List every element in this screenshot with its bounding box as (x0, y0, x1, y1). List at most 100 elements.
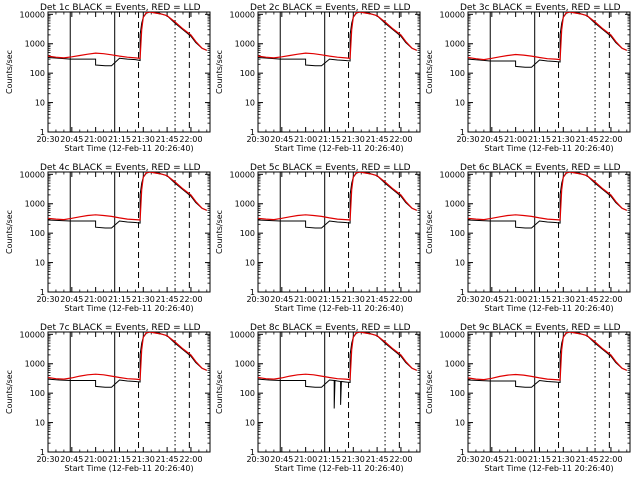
plot-frame (47, 11, 211, 133)
series-lld-line (48, 12, 208, 59)
y-tick-label: 1000 (235, 40, 255, 49)
x-tick-label: 21:45 (366, 135, 389, 144)
panel-title: Det 4c BLACK = Events, RED = LLD (40, 163, 201, 173)
detector-panel-2: Det 2c BLACK = Events, RED = LLD 1 10 100 10… (215, 3, 421, 153)
x-tick-label: 22:00 (389, 455, 412, 464)
x-tick-label: 20:30 (456, 135, 479, 144)
x-tick-label: 20:45 (60, 135, 83, 144)
y-tick-label: 100 (450, 69, 465, 78)
y-tick-label: 1 (460, 288, 465, 297)
series-events-line (468, 172, 627, 229)
panel-title: Det 5c BLACK = Events, RED = LLD (250, 163, 411, 173)
y-tick-label: 10 (35, 99, 45, 108)
series-events-line (468, 332, 627, 388)
y-tick-label: 1 (40, 448, 45, 457)
y-tick-label: 10000 (440, 10, 465, 19)
x-axis-label: Start Time (12-Feb-11 20:26:40) (484, 304, 613, 313)
series-events-line (258, 172, 417, 229)
x-tick-label: 22:00 (179, 455, 202, 464)
x-tick-label: 21:00 (84, 455, 107, 464)
y-tick-label: 10000 (440, 330, 465, 339)
x-tick-label: 20:45 (60, 455, 83, 464)
y-tick-label: 100 (240, 229, 255, 238)
series-lld-line (468, 332, 628, 381)
y-tick-label: 10000 (20, 10, 45, 19)
series-events-line (48, 332, 207, 388)
y-tick-label: 1000 (445, 200, 465, 209)
x-tick-label: 20:45 (60, 295, 83, 304)
y-tick-label: 1 (250, 288, 255, 297)
x-tick-label: 20:30 (456, 295, 479, 304)
x-tick-label: 21:30 (552, 135, 575, 144)
x-tick-label: 21:45 (156, 295, 179, 304)
x-tick-label: 21:45 (366, 295, 389, 304)
series-lld-line (468, 172, 628, 221)
panel-title: Det 8c BLACK = Events, RED = LLD (250, 323, 411, 333)
plot-frame (467, 331, 631, 453)
y-tick-label: 100 (30, 229, 45, 238)
plot-frame (257, 11, 421, 133)
series-lld-line (258, 12, 418, 59)
x-tick-label: 21:30 (342, 295, 365, 304)
series-lld-line (258, 332, 418, 381)
x-tick-label: 20:45 (270, 455, 293, 464)
series-lld-line (258, 172, 418, 221)
y-tick-label: 100 (240, 389, 255, 398)
x-tick-label: 22:00 (389, 295, 412, 304)
y-tick-label: 1 (40, 128, 45, 137)
x-tick-label: 21:15 (108, 295, 131, 304)
x-axis-label: Start Time (12-Feb-11 20:26:40) (484, 464, 613, 473)
y-axis-label: Counts/sec (425, 50, 434, 94)
x-tick-label: 21:45 (576, 455, 599, 464)
x-axis-label: Start Time (12-Feb-11 20:26:40) (64, 144, 193, 153)
x-tick-label: 21:00 (294, 455, 317, 464)
x-tick-label: 21:15 (318, 295, 341, 304)
detector-panel-1: Det 1c BLACK = Events, RED = LLD 1 10 100 10… (5, 3, 211, 153)
y-tick-label: 10000 (440, 170, 465, 179)
series-events-line (258, 12, 417, 67)
x-tick-label: 20:30 (246, 295, 269, 304)
x-tick-label: 21:00 (84, 135, 107, 144)
x-tick-label: 21:45 (576, 295, 599, 304)
x-tick-label: 20:30 (36, 295, 59, 304)
panel-title: Det 3c BLACK = Events, RED = LLD (460, 3, 621, 13)
x-tick-label: 21:30 (342, 455, 365, 464)
x-tick-label: 21:30 (342, 135, 365, 144)
plot-frame (47, 171, 211, 293)
y-tick-label: 1 (460, 448, 465, 457)
x-tick-label: 21:00 (294, 135, 317, 144)
x-tick-label: 21:15 (318, 135, 341, 144)
y-tick-label: 10000 (230, 330, 255, 339)
y-tick-label: 10 (455, 259, 465, 268)
y-axis-label: Counts/sec (215, 210, 224, 254)
x-tick-label: 21:30 (132, 135, 155, 144)
y-tick-label: 10 (455, 419, 465, 428)
x-tick-label: 21:30 (552, 455, 575, 464)
x-tick-label: 21:45 (576, 135, 599, 144)
panel-title: Det 2c BLACK = Events, RED = LLD (250, 3, 411, 13)
x-tick-label: 20:45 (270, 135, 293, 144)
x-tick-label: 22:00 (599, 455, 622, 464)
x-tick-label: 21:00 (504, 455, 527, 464)
series-lld-line (468, 12, 628, 61)
x-axis-label: Start Time (12-Feb-11 20:26:40) (64, 304, 193, 313)
x-tick-label: 22:00 (599, 295, 622, 304)
x-axis-label: Start Time (12-Feb-11 20:26:40) (64, 464, 193, 473)
x-tick-label: 22:00 (179, 295, 202, 304)
x-tick-label: 21:15 (528, 295, 551, 304)
x-tick-label: 21:15 (108, 135, 131, 144)
y-tick-label: 100 (30, 389, 45, 398)
x-tick-label: 20:45 (480, 455, 503, 464)
x-tick-label: 21:45 (366, 455, 389, 464)
x-tick-label: 21:00 (294, 295, 317, 304)
x-tick-label: 20:30 (246, 455, 269, 464)
y-tick-label: 10 (245, 99, 255, 108)
y-axis-label: Counts/sec (215, 370, 224, 414)
x-tick-label: 20:45 (480, 295, 503, 304)
x-tick-label: 22:00 (389, 135, 412, 144)
x-tick-label: 21:30 (132, 295, 155, 304)
x-tick-label: 21:00 (84, 295, 107, 304)
y-tick-label: 100 (450, 389, 465, 398)
